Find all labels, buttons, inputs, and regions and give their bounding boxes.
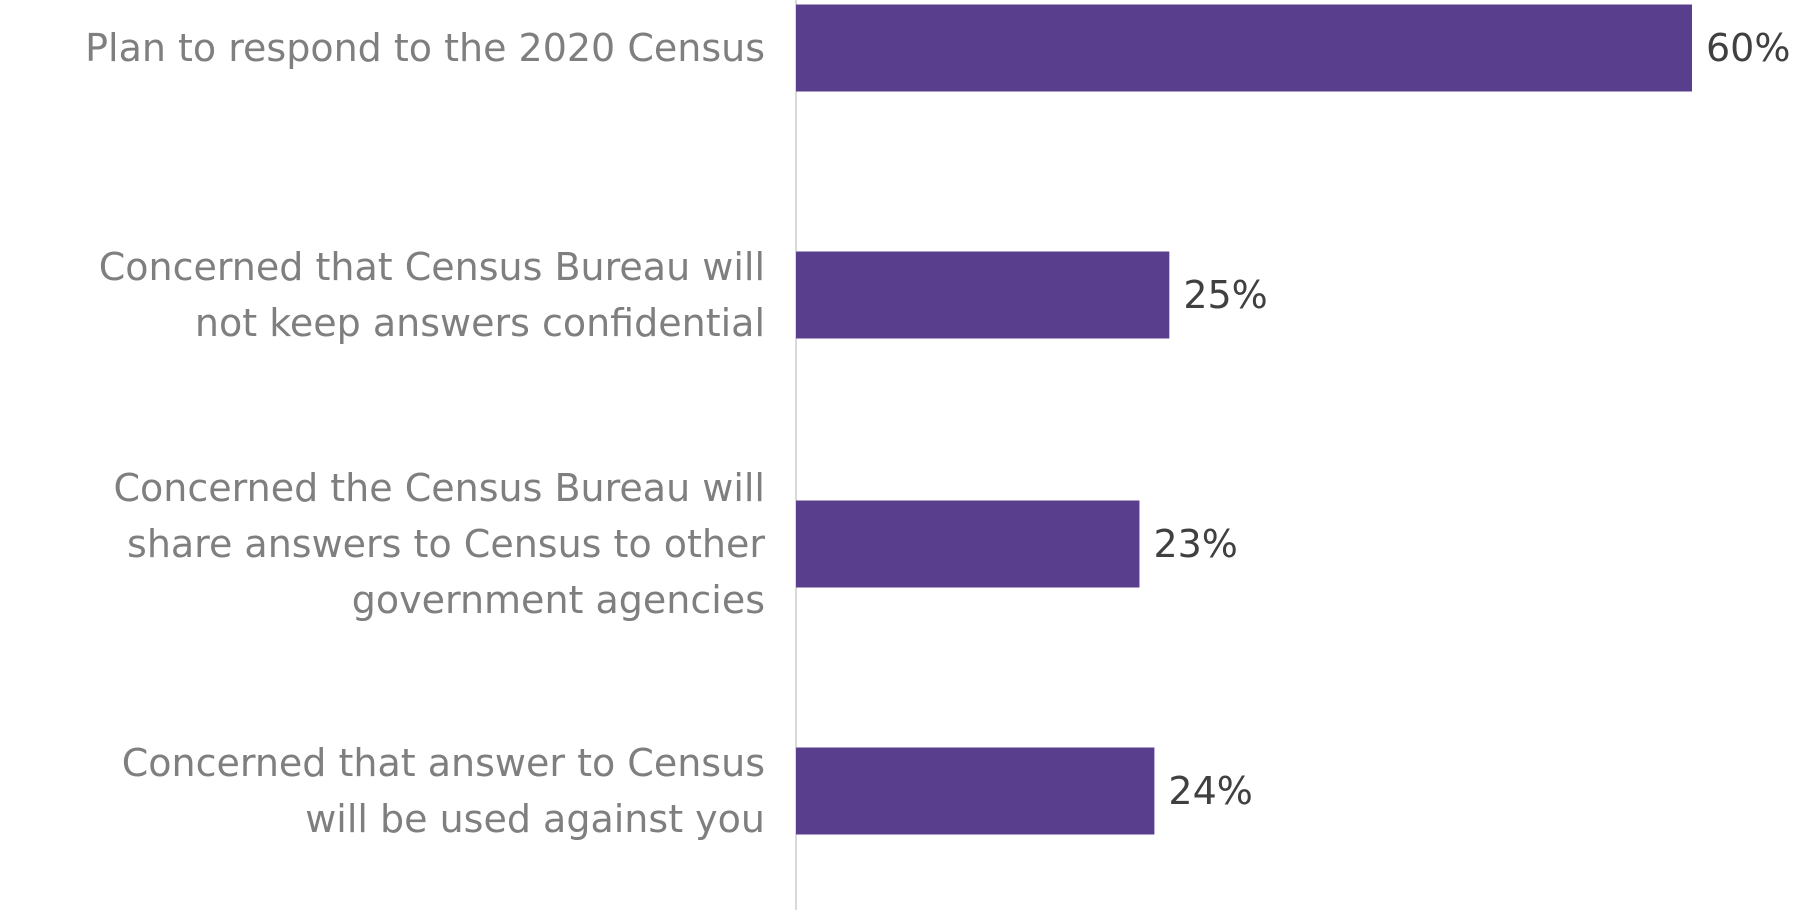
bar [796, 4, 1692, 92]
bar [796, 251, 1170, 339]
value-label: 25% [1183, 273, 1268, 317]
category-label: Plan to respond to the 2020 Census [85, 26, 765, 70]
value-label: 23% [1153, 522, 1238, 566]
category-label: Concerned that answer to Census will be … [121, 741, 765, 841]
value-label: 24% [1168, 769, 1253, 813]
category-label: Concerned that Census Bureau will not ke… [98, 245, 765, 345]
bar [796, 747, 1155, 835]
bar [796, 500, 1140, 588]
category-label: Concerned the Census Bureau will share a… [113, 466, 765, 622]
value-label: 60% [1706, 26, 1791, 70]
